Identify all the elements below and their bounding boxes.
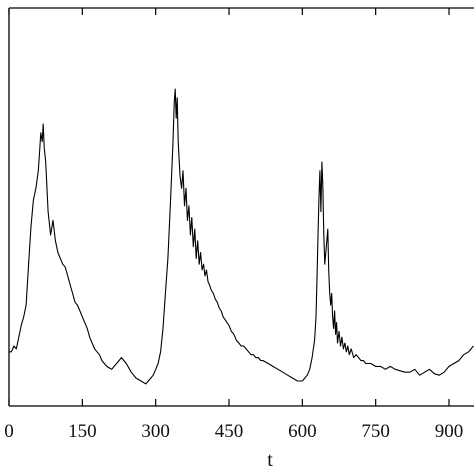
series-line-0 xyxy=(9,88,474,385)
x-axis-tick-labels: 0 150 300 450 600 750 900 xyxy=(4,421,463,442)
plot-frame xyxy=(8,7,474,407)
x-axis-label: t xyxy=(267,449,273,471)
series-group xyxy=(9,88,474,385)
x-axis-ticks xyxy=(8,8,450,406)
x-tick-label: 300 xyxy=(141,421,170,442)
x-tick-label: 150 xyxy=(68,421,97,442)
x-tick-label: 600 xyxy=(288,421,317,442)
x-tick-label: 450 xyxy=(215,421,244,442)
x-tick-label: 900 xyxy=(435,421,464,442)
x-tick-label: 750 xyxy=(361,421,390,442)
x-tick-label: 0 xyxy=(4,421,14,442)
